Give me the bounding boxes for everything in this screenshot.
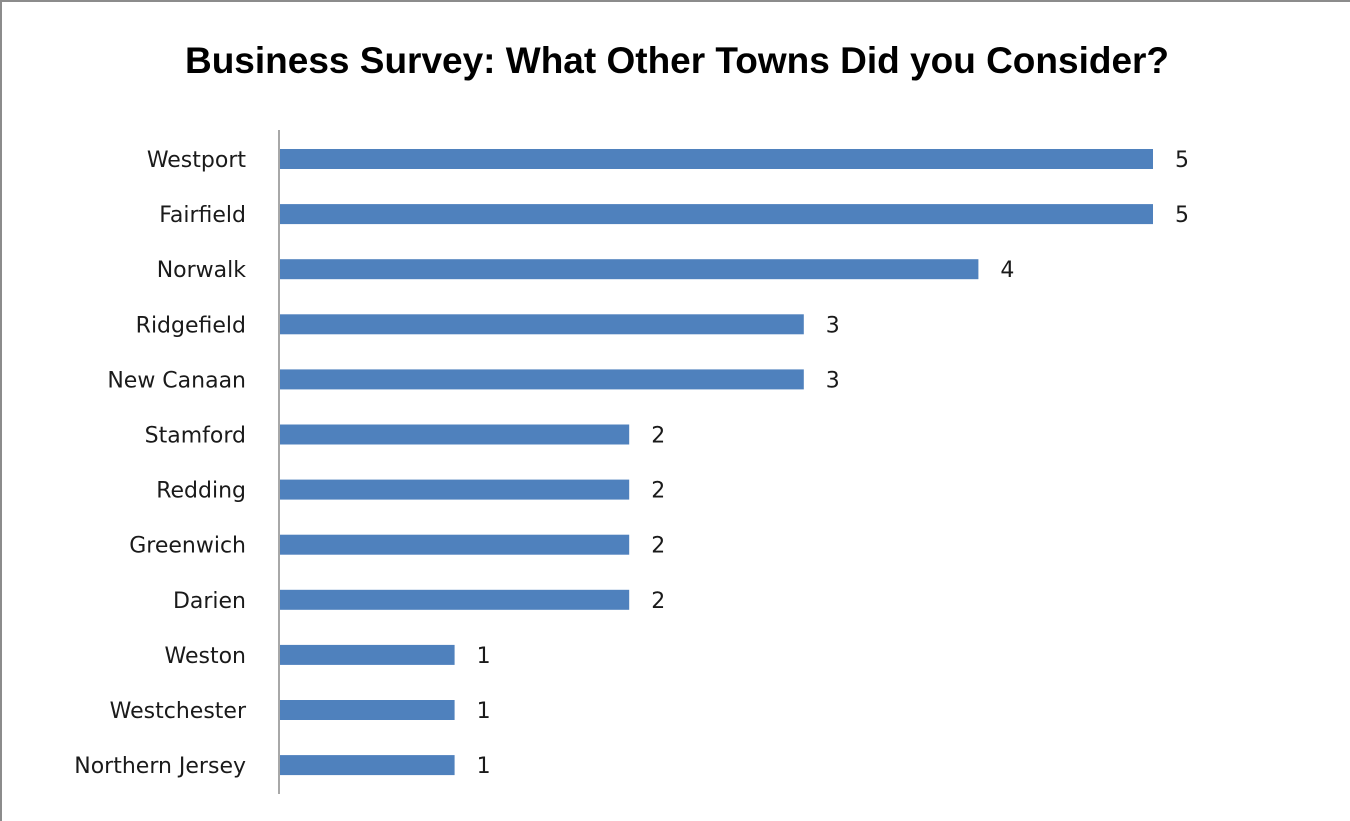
category-label: Fairfield xyxy=(159,203,246,228)
category-label: Darien xyxy=(173,589,246,614)
value-label: 2 xyxy=(651,424,665,449)
bar-weston xyxy=(280,644,455,665)
value-label: 5 xyxy=(1175,203,1189,228)
value-label: 1 xyxy=(477,754,491,779)
value-label: 1 xyxy=(477,699,491,724)
bar-greenwich xyxy=(280,534,630,555)
value-label: 3 xyxy=(826,313,840,338)
category-label: Redding xyxy=(156,479,246,504)
category-label: Westport xyxy=(147,148,247,173)
category-label: Weston xyxy=(165,644,247,669)
bar-stamford xyxy=(280,424,630,445)
bar-northern-jersey xyxy=(280,755,455,776)
bar-westchester xyxy=(280,700,455,720)
bars-layer xyxy=(280,149,1153,776)
category-label: Northern Jersey xyxy=(74,754,246,779)
value-label: 3 xyxy=(826,368,840,393)
category-label: Greenwich xyxy=(129,534,246,559)
chart-title: Business Survey: What Other Towns Did yo… xyxy=(184,40,1170,81)
bar-darien xyxy=(280,589,630,610)
value-label: 4 xyxy=(1000,258,1014,283)
category-label: Norwalk xyxy=(157,258,247,283)
value-label: 5 xyxy=(1175,148,1189,173)
bar-redding xyxy=(280,479,630,500)
bar-fairfield xyxy=(280,204,1153,225)
category-label: New Canaan xyxy=(107,368,246,393)
labels-layer: Westport 5 Fairfield 5 Norwalk 4 Ridgefield 3 Ne… xyxy=(74,148,1189,779)
category-label: Westchester xyxy=(110,699,247,724)
bar-new-canaan xyxy=(280,369,804,390)
bar-ridgefield xyxy=(280,314,804,335)
bar-norwalk xyxy=(280,259,979,280)
value-label: 2 xyxy=(651,479,665,504)
category-label: Stamford xyxy=(145,424,246,449)
value-label: 2 xyxy=(651,589,665,614)
value-label: 2 xyxy=(651,534,665,559)
bar-westport xyxy=(280,149,1153,169)
value-label: 1 xyxy=(477,644,491,669)
category-label: Ridgefield xyxy=(136,313,246,338)
